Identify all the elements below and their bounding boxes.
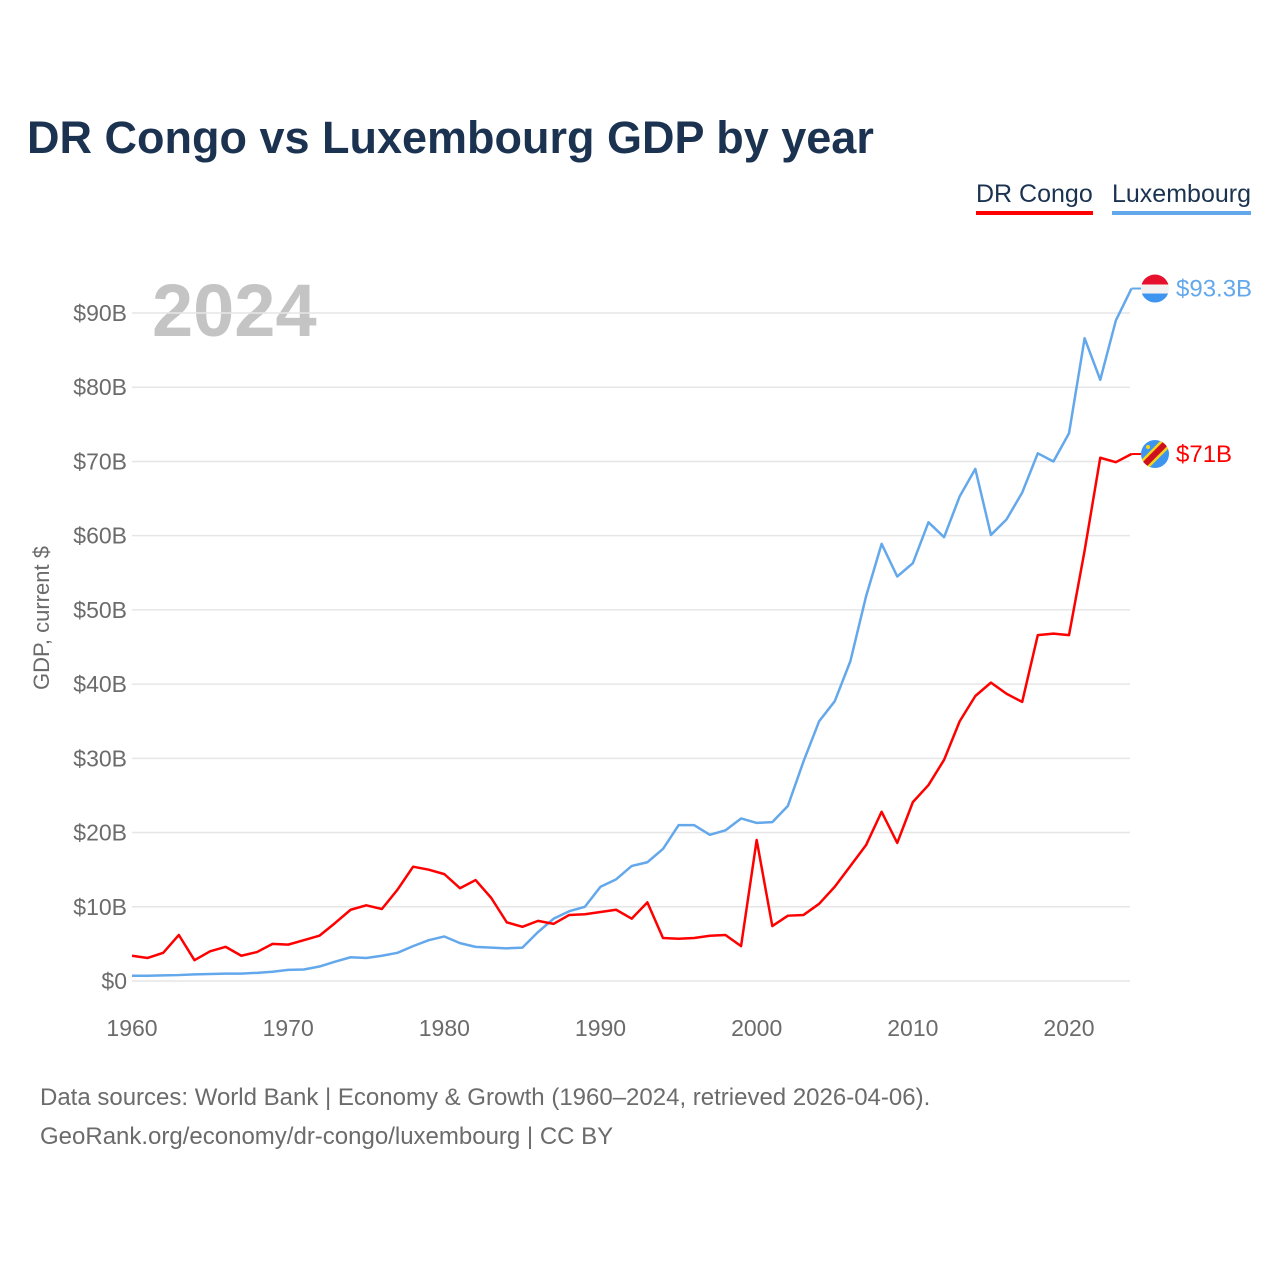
current-year-label: 2024 [152,269,317,352]
luxembourg-flag-icon [1141,274,1169,303]
y-tick-label: $20B [73,820,127,846]
x-tick-label: 2010 [887,1015,938,1041]
chart-title: DR Congo vs Luxembourg GDP by year [27,112,874,163]
footer-sources: Data sources: World Bank | Economy & Gro… [40,1084,931,1111]
y-tick-label: $90B [73,300,127,326]
legend-luxembourg[interactable]: Luxembourg [1112,180,1251,215]
y-tick-label: $10B [73,894,127,920]
y-tick-label: $70B [73,448,127,474]
y-tick-label: $60B [73,523,127,549]
x-tick-label: 2020 [1043,1015,1094,1041]
footer-link[interactable]: GeoRank.org/economy/dr-congo/luxembourg … [40,1123,614,1150]
legend-dr-congo[interactable]: DR Congo [976,180,1093,215]
x-tick-label: 1980 [419,1015,470,1041]
x-tick-label: 1970 [263,1015,314,1041]
series-line-luxembourg [132,287,1133,978]
end-value-label: $71B [1176,441,1232,468]
y-tick-label: $50B [73,597,127,623]
x-tick-label: 2000 [731,1015,782,1041]
series-line-dr-congo [131,452,1133,962]
x-tick-label: 1990 [575,1015,626,1041]
y-tick-label: $30B [73,745,127,771]
y-tick-label: $40B [73,671,127,697]
y-tick-label: $0 [101,968,127,994]
dr-congo-flag-icon [1141,440,1169,469]
end-value-label: $93.3B [1176,276,1252,303]
y-tick-label: $80B [73,374,127,400]
x-tick-label: 1960 [106,1015,157,1041]
